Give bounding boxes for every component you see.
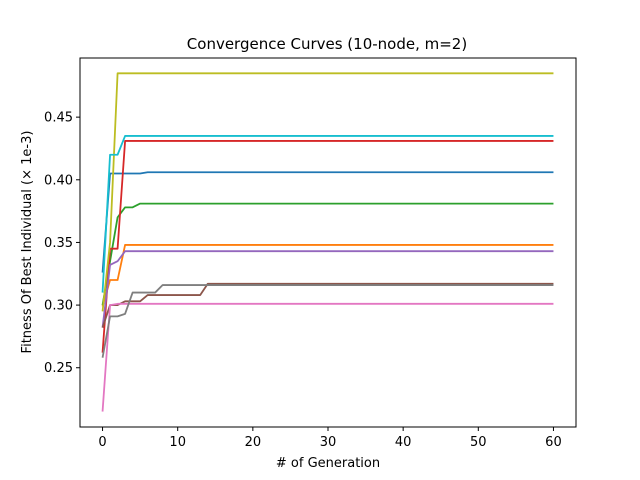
series-line-1 (101, 171, 554, 273)
y-axis: 0.25 0.30 0.35 0.40 0.45 (44, 111, 80, 376)
y-tick-label: 0.30 (44, 299, 73, 314)
x-tick-label: 50 (470, 435, 487, 450)
plot-area (101, 72, 554, 412)
series-line-5 (101, 250, 554, 328)
y-tick-label: 0.40 (44, 173, 73, 188)
y-tick-label: 0.35 (44, 236, 73, 251)
y-tick-label: 0.25 (44, 361, 73, 376)
x-tick-label: 0 (98, 435, 106, 450)
x-tick-label: 60 (545, 435, 562, 450)
series-line-9 (101, 72, 554, 312)
series-line-6 (101, 282, 554, 328)
series-line-8 (101, 284, 554, 358)
chart-title: Convergence Curves (10-node, m=2) (187, 35, 467, 53)
x-tick-label: 40 (395, 435, 412, 450)
x-tick-label: 10 (169, 435, 186, 450)
series-line-3 (101, 202, 554, 306)
series-line-7 (101, 302, 554, 412)
y-axis-label: Fitness Of Best Individual (× 1e-3) (20, 131, 35, 354)
series-line-2 (101, 244, 554, 307)
x-tick-label: 20 (245, 435, 262, 450)
x-tick-label: 30 (320, 435, 337, 450)
plot-frame (79, 57, 577, 428)
x-axis: 0 10 20 30 40 50 60 (98, 427, 562, 450)
series-line-10 (101, 135, 554, 293)
y-tick-label: 0.45 (44, 111, 73, 126)
x-axis-label: # of Generation (276, 456, 380, 471)
